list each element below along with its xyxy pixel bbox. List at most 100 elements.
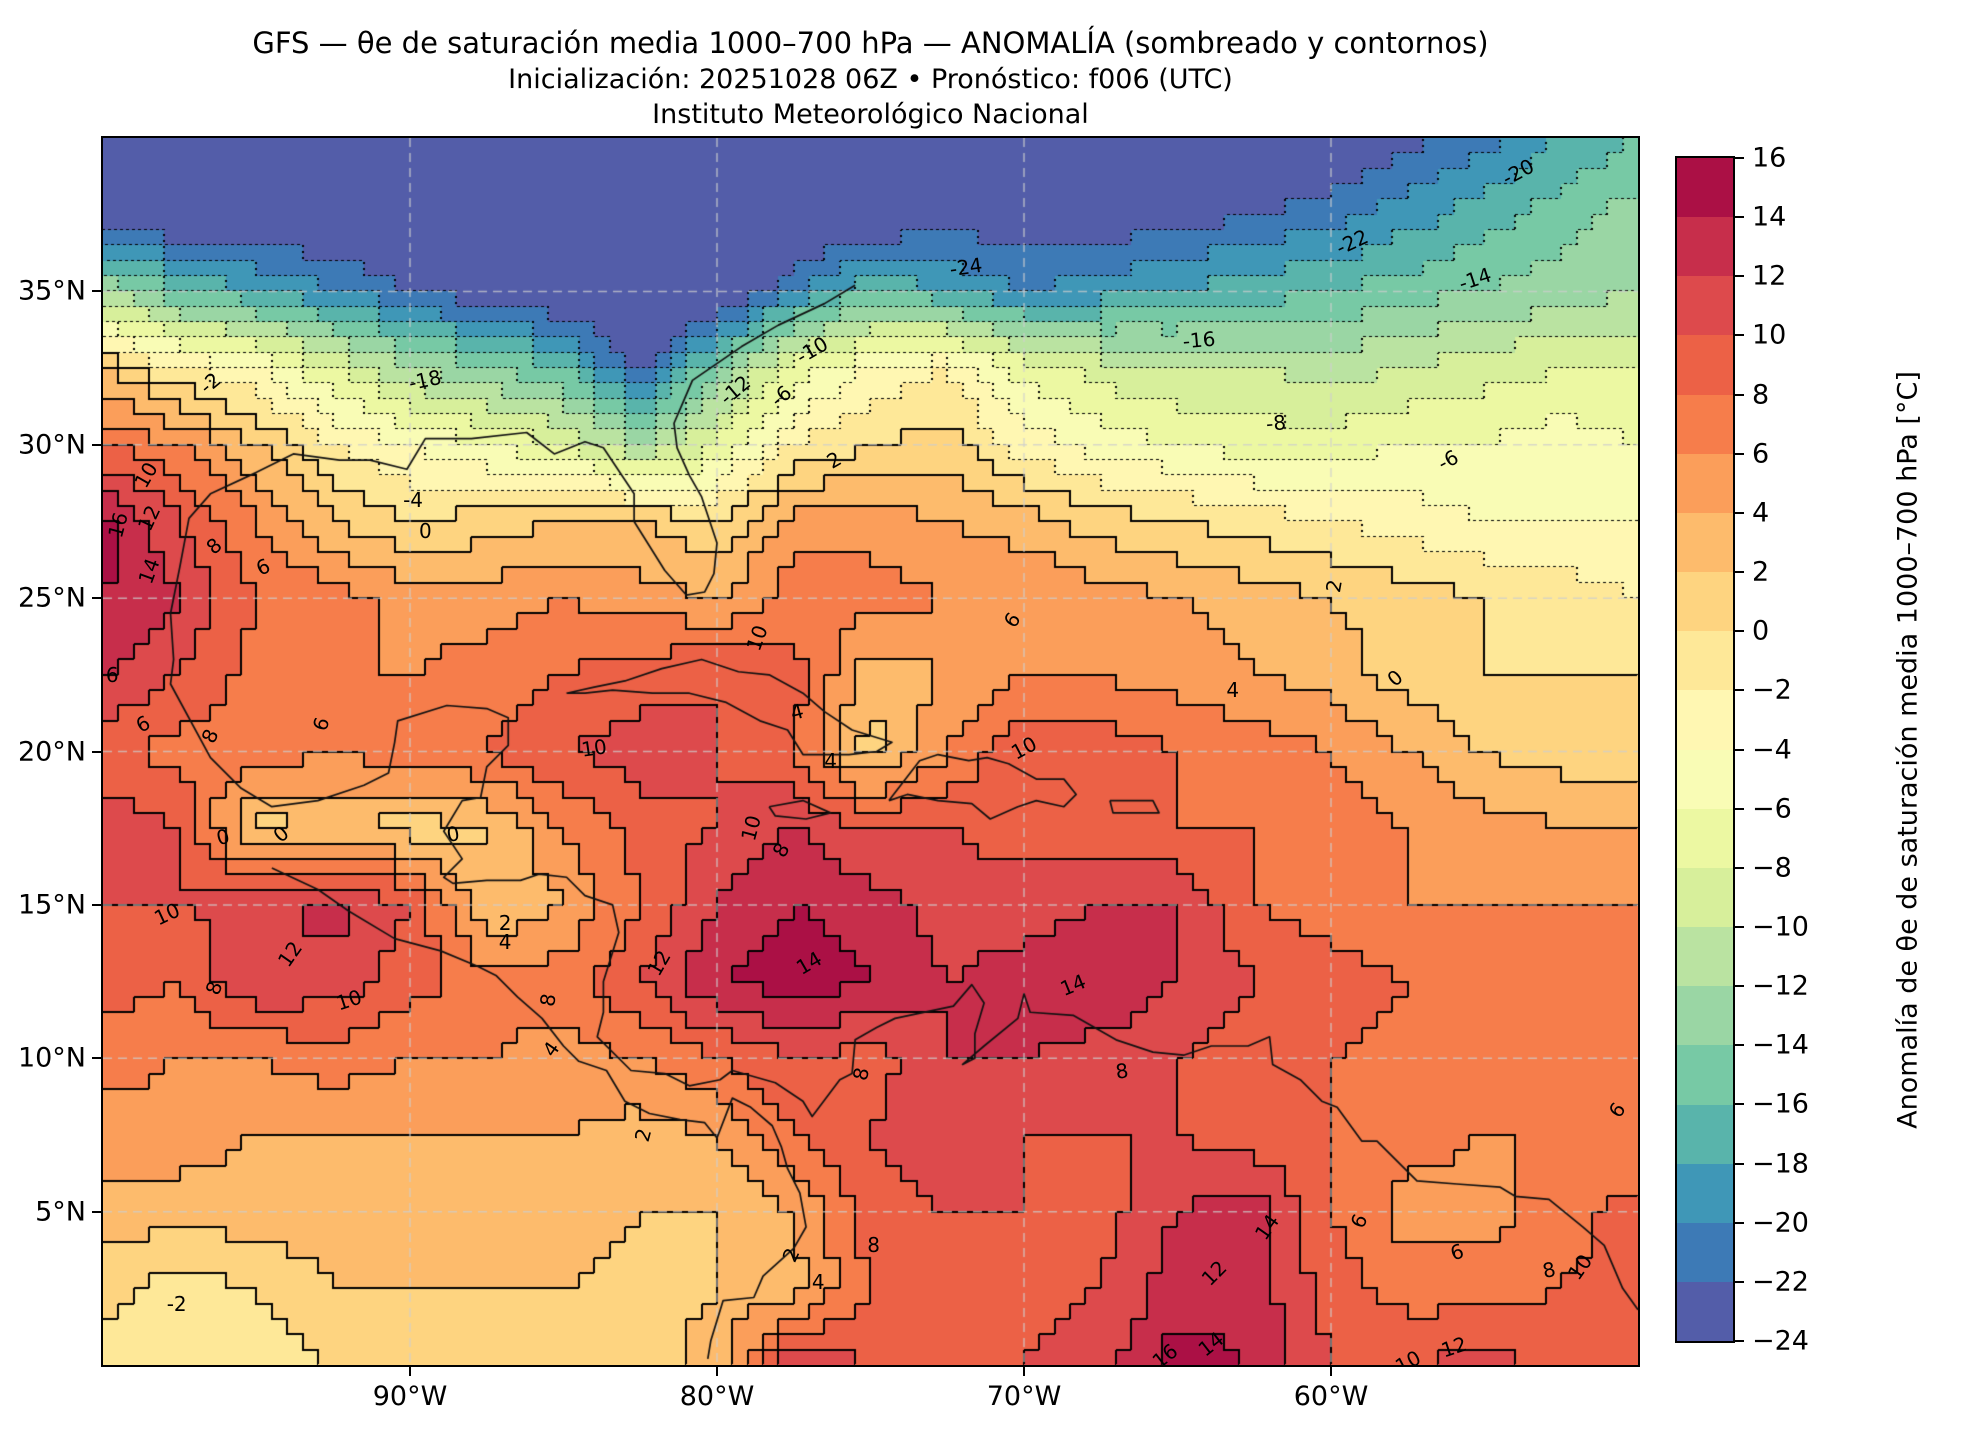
colorbar-band — [1677, 335, 1733, 395]
colorbar-tick-mark — [1735, 1280, 1744, 1283]
colorbar-tick-mark — [1735, 1103, 1744, 1106]
contour-label: 6 — [105, 662, 119, 687]
y-tick-label: 30°N — [17, 429, 86, 461]
colorbar-tick-mark — [1735, 689, 1744, 692]
colorbar-band — [1677, 217, 1733, 277]
colorbar-tick-label: −4 — [1752, 734, 1792, 765]
y-tick-mark — [92, 1210, 101, 1213]
colorbar-tick-mark — [1735, 275, 1744, 278]
anomaly-field-canvas — [103, 138, 1638, 1365]
colorbar-tick-label: −6 — [1752, 793, 1792, 825]
x-tick-mark — [1330, 1367, 1332, 1376]
colorbar-tick-label: 6 — [1752, 438, 1770, 470]
colorbar-band — [1677, 867, 1733, 928]
y-tick-label: 25°N — [17, 582, 86, 614]
x-tick-label: 60°W — [1293, 1381, 1369, 1412]
colorbar-band — [1677, 808, 1733, 868]
colorbar-tick-label: −18 — [1752, 1148, 1809, 1180]
colorbar-band — [1677, 631, 1733, 691]
contour-label: -24 — [947, 252, 984, 281]
colorbar-tick-label: 14 — [1752, 201, 1787, 233]
y-tick-label: 5°N — [35, 1196, 86, 1228]
contour-label: 4 — [498, 929, 512, 954]
colorbar-tick-mark — [1735, 630, 1744, 633]
colorbar-band — [1677, 512, 1733, 573]
x-tick-mark — [1023, 1367, 1025, 1376]
colorbar-tick-label: 2 — [1752, 556, 1770, 588]
colorbar-band — [1677, 394, 1733, 454]
colorbar-band — [1677, 1222, 1733, 1282]
contour-label: -8 — [1264, 410, 1287, 437]
y-tick-label: 20°N — [17, 736, 86, 767]
colorbar-tick-label: −20 — [1752, 1207, 1809, 1239]
contour-label: -4 — [403, 487, 424, 512]
colorbar-tick-label: −2 — [1752, 674, 1792, 706]
colorbar-tick-mark — [1735, 1340, 1744, 1342]
colorbar-tick-label: 4 — [1752, 497, 1770, 529]
colorbar-tick-label: 8 — [1752, 379, 1770, 411]
colorbar-tick-mark — [1735, 511, 1744, 514]
colorbar-tick-label: 10 — [1752, 319, 1787, 351]
colorbar-tick-mark — [1735, 334, 1744, 337]
colorbar-band — [1677, 1163, 1733, 1223]
colorbar-tick-mark — [1735, 807, 1744, 810]
colorbar-band — [1677, 1281, 1733, 1342]
colorbar-tick-mark — [1735, 748, 1744, 751]
colorbar-tick-mark — [1735, 393, 1744, 396]
colorbar-tick-mark — [1735, 866, 1744, 869]
chart-title: GFS — θe de saturación media 1000–700 hP… — [252, 26, 1489, 60]
contour-label: 8 — [867, 1233, 880, 1258]
colorbar-tick-label: −22 — [1752, 1266, 1809, 1298]
colorbar-band — [1677, 572, 1733, 632]
contour-label: 10 — [579, 734, 609, 763]
colorbar-tick-label: −10 — [1752, 911, 1809, 943]
colorbar-band — [1677, 690, 1733, 750]
colorbar-tick-mark — [1735, 985, 1744, 988]
colorbar-tick-label: 12 — [1752, 260, 1787, 292]
x-tick-label: 80°W — [679, 1381, 755, 1412]
colorbar-tick-label: 16 — [1752, 142, 1787, 174]
chart-institution: Instituto Meteorológico Nacional — [652, 99, 1089, 130]
contour-label: 4 — [811, 1270, 825, 1295]
y-tick-mark — [92, 443, 101, 446]
contour-label: -2 — [166, 1291, 187, 1316]
colorbar-band — [1677, 158, 1733, 218]
y-tick-mark — [92, 597, 101, 600]
chart-subtitle-init-forecast: Inicialización: 20251028 06Z • Pronóstic… — [508, 64, 1233, 95]
colorbar-tick-mark — [1735, 452, 1744, 455]
colorbar-tick-label: −24 — [1752, 1325, 1809, 1357]
colorbar-band — [1677, 276, 1733, 336]
colorbar-tick-label: 0 — [1752, 615, 1770, 647]
colorbar-band — [1677, 749, 1733, 809]
colorbar-tick-label: −16 — [1752, 1088, 1809, 1120]
contour-label: 4 — [1226, 678, 1240, 703]
contour-label: 2 — [498, 911, 512, 936]
colorbar-tick-mark — [1735, 925, 1744, 928]
y-tick-mark — [92, 903, 101, 906]
y-tick-mark — [92, 1057, 101, 1060]
colorbar-tick-mark — [1735, 571, 1744, 574]
colorbar-band — [1677, 927, 1733, 987]
colorbar-band — [1677, 986, 1733, 1046]
colorbar-tick-label: −8 — [1752, 852, 1792, 884]
x-tick-mark — [409, 1367, 411, 1376]
colorbar-tick-mark — [1735, 1221, 1744, 1224]
x-tick-label: 70°W — [986, 1381, 1062, 1412]
contour-label: -16 — [1181, 327, 1217, 354]
colorbar-band — [1677, 1104, 1733, 1164]
y-tick-mark — [92, 290, 101, 293]
colorbar — [1675, 156, 1735, 1343]
colorbar-band — [1677, 453, 1733, 513]
y-tick-label: 10°N — [17, 1042, 86, 1074]
colorbar-band — [1677, 1045, 1733, 1105]
contour-label: 0 — [418, 518, 432, 543]
x-tick-mark — [716, 1367, 718, 1376]
y-tick-label: 15°N — [17, 889, 86, 921]
colorbar-tick-label: −12 — [1752, 970, 1809, 1002]
y-tick-mark — [92, 750, 101, 753]
map-area: -2 -18 10 16 12 14 8 6 -4 0 -24 -10 -12 -6 2 -22 -20 -14-… — [101, 136, 1640, 1367]
colorbar-tick-label: −14 — [1752, 1029, 1809, 1061]
contour-label: 4 — [824, 748, 837, 773]
colorbar-tick-mark — [1735, 157, 1744, 159]
